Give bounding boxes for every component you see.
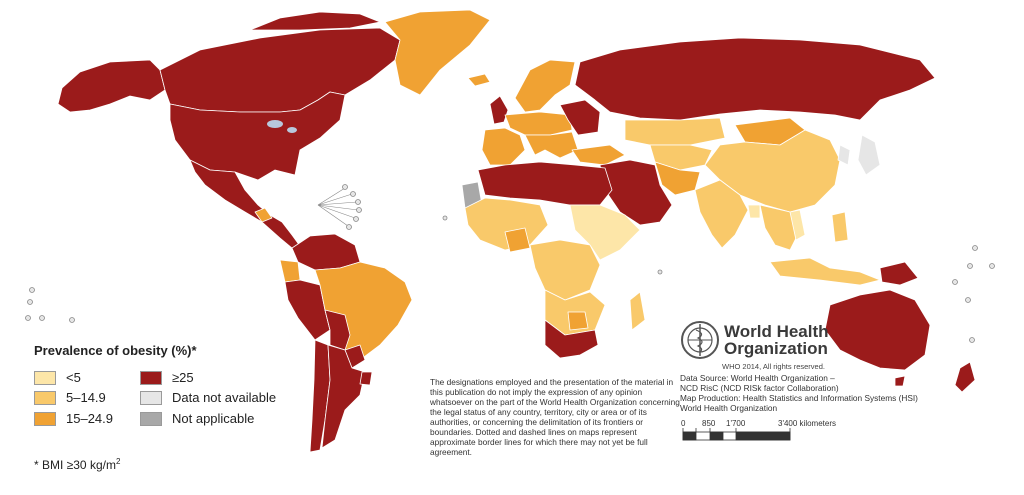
- region-ecuador: [279, 259, 301, 283]
- scale-tick-3400: 3'400 kilometers: [778, 419, 836, 428]
- credits-line4: World Health Organization: [680, 403, 778, 413]
- region-kazakhstan: [624, 117, 726, 146]
- region-east-africa: [569, 204, 641, 261]
- region-bangladesh: [747, 204, 761, 219]
- legend-swatch-5-14: [34, 391, 56, 405]
- credits-block: Data Source: World Health Organization –…: [680, 373, 920, 413]
- who-emblem-icon: [681, 321, 719, 359]
- region-canada-islands: [249, 11, 381, 31]
- region-eastern-europe: [559, 99, 601, 136]
- footnote-text: * BMI ≥30 kg/m: [34, 458, 116, 472]
- region-india: [694, 179, 749, 249]
- region-japan: [857, 134, 881, 176]
- region-canada: [159, 27, 401, 113]
- disclaimer-text: The designations employed and the presen…: [430, 377, 680, 457]
- legend-swatch-na: [140, 391, 162, 405]
- region-iceland: [467, 73, 491, 87]
- scale-tick-850: 850: [702, 419, 716, 428]
- credits-line2: NCD RisC (NCD RISk factor Collaboration): [680, 383, 839, 393]
- region-indonesia: [769, 257, 881, 286]
- region-italy-balkans: [524, 131, 579, 159]
- region-tasmania: [894, 375, 906, 387]
- region-south-africa: [544, 319, 599, 359]
- who-name-line2: Organization: [724, 339, 828, 358]
- credits-line3: Map Production: Health Statistics and In…: [680, 393, 918, 403]
- region-uruguay: [359, 371, 373, 386]
- footnote: * BMI ≥30 kg/m2: [34, 457, 120, 472]
- region-west-africa: [464, 197, 549, 251]
- legend-label-5-14: 5–14.9: [66, 390, 106, 405]
- region-colombia-venezuela: [291, 233, 361, 271]
- legend-swatch-notapp: [140, 412, 162, 426]
- credits-line1: Data Source: World Health Organization –: [680, 373, 835, 383]
- legend-label-na: Data not available: [172, 390, 277, 405]
- region-australia: [824, 289, 931, 371]
- who-name-line1: World Health: [724, 322, 829, 341]
- region-central-europe: [504, 111, 573, 136]
- region-argentina: [321, 344, 366, 449]
- region-madagascar: [629, 291, 646, 331]
- region-russia: [574, 37, 936, 121]
- region-vietnam: [789, 209, 806, 241]
- region-nigeria: [504, 227, 531, 253]
- scale-tick-1700: 1'700: [726, 419, 746, 428]
- legend-label-ge25: ≥25: [172, 370, 194, 385]
- legend-swatch-lt5: [34, 371, 56, 385]
- region-turkey: [571, 144, 626, 166]
- region-philippines: [831, 211, 849, 243]
- region-alaska: [57, 59, 166, 113]
- legend-label-notapp: Not applicable: [172, 411, 255, 426]
- legend-title: Prevalence of obesity (%)*: [34, 343, 197, 358]
- region-north-africa: [477, 161, 613, 206]
- legend-label-lt5: <5: [66, 370, 81, 385]
- legend-swatch-ge25: [140, 371, 162, 385]
- region-new-zealand: [954, 361, 976, 393]
- legend-swatch-15-24: [34, 412, 56, 426]
- region-uk-ireland: [489, 95, 509, 125]
- region-guatemala: [254, 207, 273, 223]
- region-central-africa: [529, 239, 601, 301]
- who-logo-text: World Health Organization: [724, 323, 834, 357]
- legend-label-15-24: 15–24.9: [66, 411, 113, 426]
- region-botswana: [567, 311, 589, 331]
- who-copyright: WHO 2014, All rights reserved.: [722, 362, 825, 371]
- region-greenland: [384, 9, 491, 96]
- footnote-superscript: 2: [115, 457, 121, 466]
- region-scandinavia: [514, 59, 576, 113]
- scale-bar: [682, 428, 791, 441]
- region-france-iberia: [481, 127, 526, 166]
- scale-tick-0: 0: [681, 419, 686, 428]
- region-central-america: [261, 214, 301, 249]
- region-middle-east: [599, 159, 673, 226]
- region-papua: [879, 261, 919, 286]
- region-korea: [837, 144, 851, 166]
